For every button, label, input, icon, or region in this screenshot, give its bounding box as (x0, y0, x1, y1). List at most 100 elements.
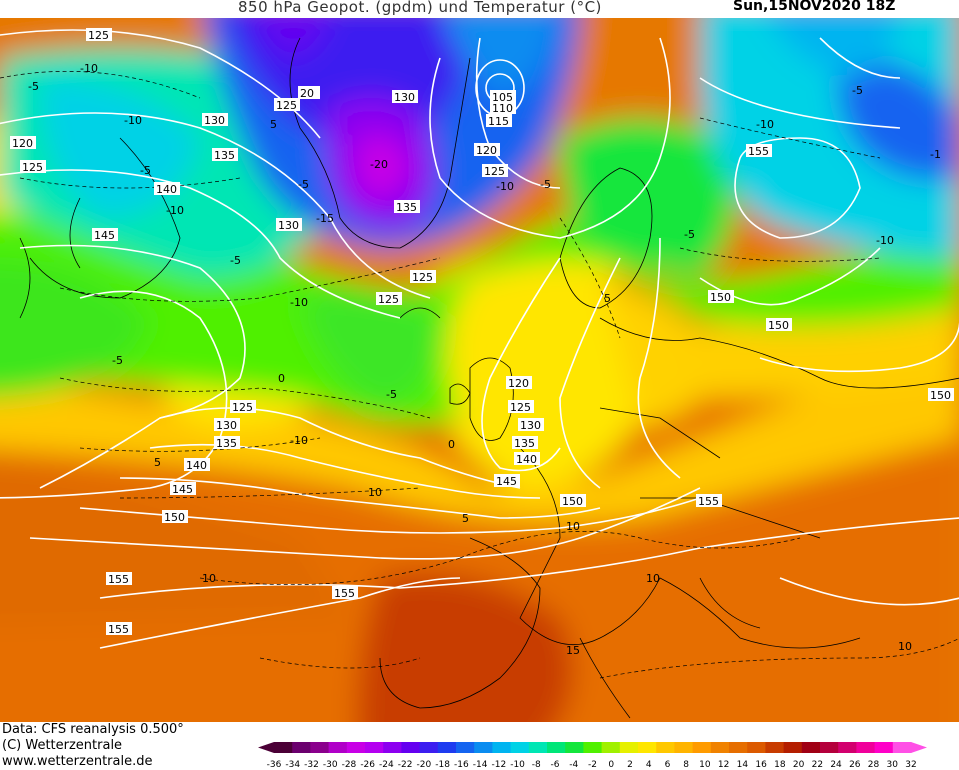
legend-swatch (401, 742, 421, 753)
svg-text:135: 135 (216, 437, 237, 450)
temp-label: -10 (290, 434, 308, 447)
legend-tick-label: 24 (830, 760, 842, 770)
legend-swatch (638, 742, 657, 753)
legend-swatch (528, 742, 548, 753)
legend-swatch (383, 742, 402, 753)
legend-swatch (328, 742, 348, 753)
contour-label: 130 (214, 418, 240, 432)
contour-label: 145 (494, 474, 520, 488)
temp-label: 0 (448, 438, 455, 451)
legend-tick-label: -32 (304, 760, 319, 770)
legend-tick-label: 0 (608, 760, 614, 770)
legend-swatch (692, 742, 712, 753)
svg-text:135: 135 (514, 437, 535, 450)
contour-label: 150 (708, 290, 734, 304)
legend-tick-label: -22 (398, 760, 413, 770)
svg-text:145: 145 (94, 229, 115, 242)
svg-text:155: 155 (748, 145, 769, 158)
legend-tick-label: 2 (627, 760, 633, 770)
svg-text:110: 110 (492, 102, 513, 115)
contour-label: 120 (10, 136, 36, 150)
legend-swatch (747, 742, 766, 753)
legend-tick-label: -12 (491, 760, 506, 770)
contour-label: 155 (746, 144, 772, 158)
legend-tick-label: 32 (905, 760, 916, 770)
legend-tick-label: -4 (569, 760, 578, 770)
legend-swatch (729, 742, 748, 753)
legend-tick-label: -20 (417, 760, 432, 770)
svg-text:125: 125 (22, 161, 43, 174)
legend-swatch (656, 742, 675, 753)
temp-label: 10 (202, 572, 216, 585)
temp-label: 5 (154, 456, 161, 469)
legend-tick-label: -6 (551, 760, 560, 770)
legend-swatch (274, 742, 293, 753)
legend-swatch (492, 742, 512, 753)
legend-swatch (838, 742, 857, 753)
svg-text:155: 155 (108, 623, 129, 636)
legend-swatch (547, 742, 566, 753)
contour-label: 125 (274, 98, 300, 112)
legend-tick-label: -36 (267, 760, 282, 770)
svg-text:130: 130 (216, 419, 237, 432)
svg-text:20: 20 (300, 87, 314, 100)
legend-tick-label: -26 (360, 760, 375, 770)
contour-label: 20 (298, 86, 320, 100)
contour-label: 150 (162, 510, 188, 524)
legend-tick-label: 18 (774, 760, 786, 770)
legend-swatch (820, 742, 839, 753)
legend-swatch (874, 742, 894, 753)
temp-label: 10 (898, 640, 912, 653)
svg-text:140: 140 (516, 453, 537, 466)
map-title: 850 hPa Geopot. (gpdm) und Temperatur (°… (238, 0, 602, 16)
svg-text:125: 125 (510, 401, 531, 414)
temp-label: -1 (930, 148, 941, 161)
svg-text:140: 140 (156, 183, 177, 196)
contour-label: 150 (928, 388, 954, 402)
contour-label: 130 (518, 418, 544, 432)
contour-label: 140 (154, 182, 180, 196)
legend-swatch (565, 742, 584, 753)
temp-label: -10 (80, 62, 98, 75)
legend-swatch (801, 742, 821, 753)
temp-label: -5 (112, 354, 123, 367)
legend-swatch (419, 742, 439, 753)
temp-label: -10 (166, 204, 184, 217)
legend-tick-label: 28 (868, 760, 880, 770)
svg-text:130: 130 (520, 419, 541, 432)
svg-text:130: 130 (394, 91, 415, 104)
legend-tick-label: 10 (699, 760, 711, 770)
contour-label: 135 (512, 436, 538, 450)
legend-swatch (619, 742, 639, 753)
contour-label: 125 (230, 400, 256, 414)
contour-label: 150 (560, 494, 586, 508)
legend-tick-label: -14 (473, 760, 488, 770)
temp-label: 5 (604, 292, 611, 305)
temp-label: -5 (540, 178, 551, 191)
legend-tick-label: -30 (323, 760, 338, 770)
legend-tick-label: 30 (887, 760, 899, 770)
temp-label: -5 (684, 228, 695, 241)
legend-swatch (583, 742, 603, 753)
svg-text:150: 150 (562, 495, 583, 508)
data-source-text: Data: CFS reanalysis 0.500° (2, 722, 184, 737)
legend-swatch (710, 742, 730, 753)
contour-label: 145 (170, 482, 196, 496)
svg-text:130: 130 (204, 114, 225, 127)
temp-label: -15 (316, 212, 334, 225)
svg-text:115: 115 (488, 115, 509, 128)
contour-label: 135 (214, 436, 240, 450)
temp-label: -5 (386, 388, 397, 401)
temp-label: 5 (462, 512, 469, 525)
contour-label: 125 (482, 164, 508, 178)
temp-label: -10 (124, 114, 142, 127)
temp-label: 10 (646, 572, 660, 585)
svg-text:150: 150 (930, 389, 951, 402)
legend-tick-label: 4 (646, 760, 652, 770)
svg-text:105: 105 (492, 91, 513, 104)
legend-swatch (437, 742, 457, 753)
contour-label: 150 (766, 318, 792, 332)
contour-label: 130 (276, 218, 302, 232)
legend-swatch (856, 742, 876, 753)
temp-label: -10 (756, 118, 774, 131)
